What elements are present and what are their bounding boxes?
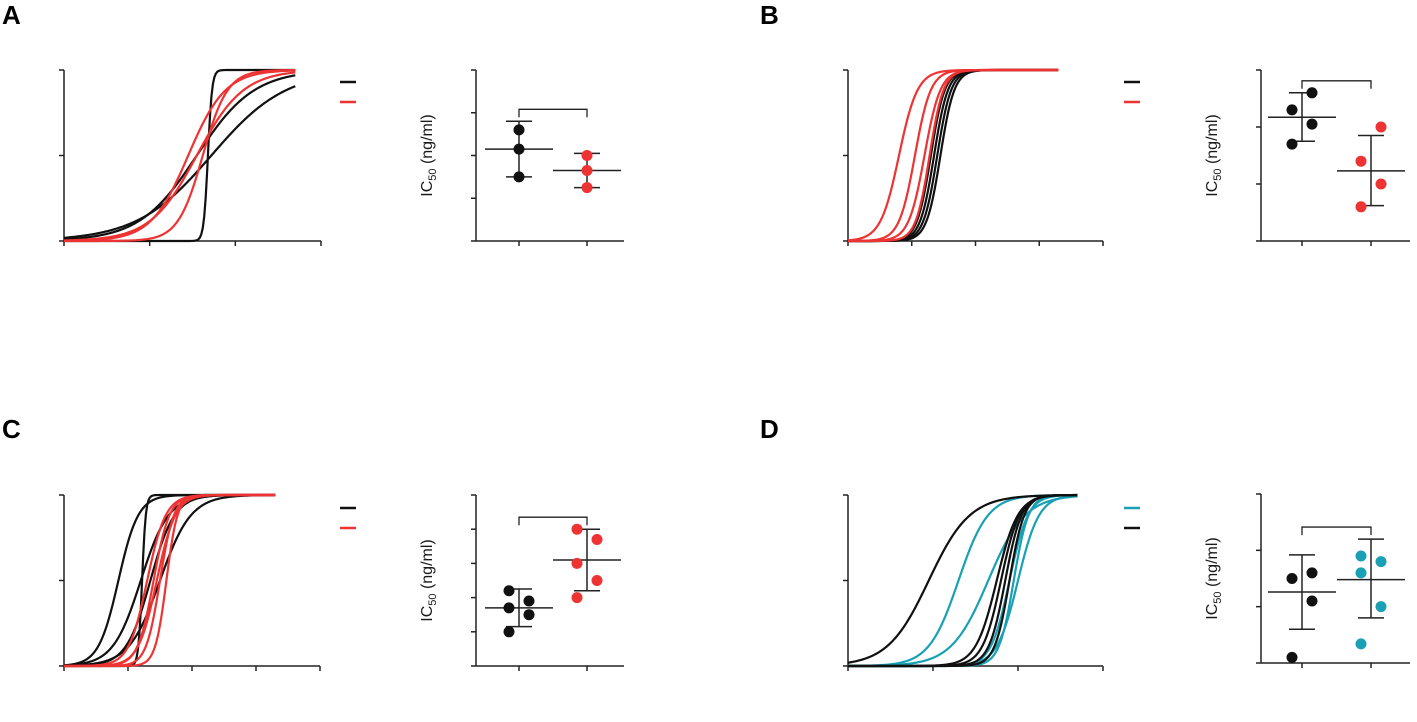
panel-a-curve-th1-line-2 — [63, 74, 296, 241]
panel-d-curve-m-line-3 — [848, 493, 1078, 668]
panel-c-ic50-group-1-point-2 — [523, 609, 535, 621]
panel-b-ic50-group-1-point-3 — [1286, 104, 1298, 116]
panel-a-ic50-group-2-point-2 — [581, 164, 593, 176]
panel-c-curve-th1-line-5 — [63, 494, 276, 667]
panel-c-ic50-group-2-point-2 — [591, 575, 603, 586]
panel-d-ic50-group-2-point-4 — [1375, 556, 1387, 568]
panel-c-curve-th2-line-1 — [64, 493, 276, 668]
panel-b-ic50-ylabel-sub: 50 — [1212, 168, 1224, 180]
panel-b-ic50-group-2-point-2 — [1375, 178, 1387, 190]
panel-c-ic50-group-1-point-1 — [503, 626, 515, 638]
panel-b-ic50-ylabel-ic: IC — [1204, 181, 1221, 197]
panel-c-curve-th1-line-4 — [63, 493, 276, 667]
panel-d-ic50-ylabel-sub: 50 — [1212, 591, 1224, 603]
panel-a-ic50-group-2-point-3 — [581, 150, 593, 161]
panel-letter-b: B — [760, 0, 779, 30]
panel-b-curve-th1-line-4 — [848, 68, 1059, 243]
panel-c-ic50-group-2-point-4 — [591, 533, 603, 545]
panel-b-ic50-group-1-point-2 — [1306, 118, 1318, 130]
panel-d-curve-m-line-4 — [848, 493, 1078, 668]
panel-d-ic50-group-2-point-2 — [1375, 601, 1387, 613]
panel-d-curve-m-line-1 — [847, 494, 1078, 664]
panel-c-ic50-group-2-point-5 — [571, 523, 583, 535]
panel-c-curve-th2-line-2 — [64, 493, 276, 668]
panel-a-ic50-group-1-point-3 — [513, 124, 525, 136]
panel-letter-a: A — [2, 0, 21, 30]
panel-d-ic50-group-1-point-4 — [1306, 567, 1318, 579]
panel-a-ic50-ylabel-unit: (ng/ml) — [419, 114, 436, 168]
panel-c-ic50-ylabel-unit: (ng/ml) — [419, 539, 436, 593]
panel-a-ic50-ylabel: IC50 (ng/ml) — [419, 114, 439, 196]
panel-a-curve-th1-line-1 — [64, 68, 296, 243]
panel-c-curve-th1-line-3 — [63, 493, 276, 667]
panel-b-ic50-ylabel: IC50 (ng/ml) — [1204, 114, 1224, 196]
panel-d-ic50-ylabel-unit: (ng/ml) — [1204, 537, 1221, 591]
panel-a-ic50-ylabel-ic: IC — [419, 181, 436, 197]
panel-d-ic50-ylabel: IC50 (ng/ml) — [1204, 537, 1224, 619]
panel-d-curve-cd4-line-4 — [848, 493, 1078, 668]
panel-b-ic50-group-1-point-4 — [1306, 87, 1318, 99]
panel-d-ic50-group-1-point-3 — [1286, 573, 1298, 584]
panel-a-ic50-group-1-point-2 — [513, 143, 525, 155]
panel-a-ic50-significance-bracket — [518, 108, 588, 118]
panel-b-ic50-group-2-point-1 — [1355, 201, 1367, 213]
panel-d-ic50-group-2-point-1 — [1355, 638, 1367, 650]
panel-c-ic50-ylabel-ic: IC — [419, 606, 436, 622]
panel-b-ic50-group-2-point-4 — [1375, 121, 1387, 133]
panel-c-ic50-significance-bracket — [518, 516, 588, 526]
panel-d-ic50-group-2-point-3 — [1355, 567, 1367, 579]
panel-c-ic50-ylabel: IC50 (ng/ml) — [419, 539, 439, 621]
panel-c-curve-th2-line-5 — [64, 493, 276, 668]
panel-c-curve-th1-line-2 — [63, 493, 276, 667]
panel-letter-c: C — [2, 414, 21, 444]
panel-d-ic50-group-1-point-2 — [1306, 595, 1318, 607]
panel-a-curve-th2-line-2 — [63, 69, 296, 242]
panel-c-curve-th1-line-1 — [64, 493, 276, 668]
panel-c-ic50-ylabel-sub: 50 — [427, 593, 439, 605]
panel-d-curve-cd4-line-1 — [847, 493, 1078, 667]
panel-b-ic50-group-1-point-1 — [1286, 138, 1298, 150]
panel-a-curve-th1-line-3 — [63, 85, 296, 239]
panel-c-ic50-group-2-point-1 — [571, 592, 583, 604]
panel-c-curve-th2-line-4 — [64, 493, 276, 668]
panel-letter-d: D — [760, 414, 779, 444]
panel-d-ic50-group-2-point-5 — [1355, 550, 1367, 562]
panel-d-curve-m-line-2 — [848, 493, 1078, 668]
panel-a-curve-th2-line-3 — [64, 69, 296, 243]
panel-d-ic50-group-1-point-1 — [1286, 651, 1298, 663]
panel-c-ic50-group-1-point-3 — [503, 602, 515, 614]
panel-c-curve-th2-line-3 — [64, 493, 276, 668]
panel-d-ic50-significance-bracket — [1301, 526, 1372, 536]
panel-a-ic50-group-2-point-1 — [581, 182, 593, 194]
panel-c-ic50-group-2-point-3 — [571, 557, 583, 569]
panel-c-ic50-group-1-point-5 — [503, 585, 515, 597]
panel-b-ic50-significance-bracket — [1301, 80, 1372, 89]
panel-b-ic50-ylabel-unit: (ng/ml) — [1204, 114, 1221, 168]
charts-layer: IC50 (ng/ml)IC50 (ng/ml)IC50 (ng/ml)IC50… — [59, 68, 1410, 671]
panel-c-ic50-group-1-point-4 — [523, 595, 535, 607]
panel-d-ic50-ylabel-ic: IC — [1204, 604, 1221, 620]
panel-a-curve-th2-line-1 — [63, 71, 296, 242]
panel-a-ic50-ylabel-sub: 50 — [427, 168, 439, 180]
panel-b-curve-th2-line-4 — [848, 68, 1059, 243]
panel-b-ic50-group-2-point-3 — [1355, 155, 1367, 167]
panel-d-curve-m-line-5 — [848, 493, 1078, 668]
panel-a-ic50-group-1-point-1 — [513, 171, 525, 183]
